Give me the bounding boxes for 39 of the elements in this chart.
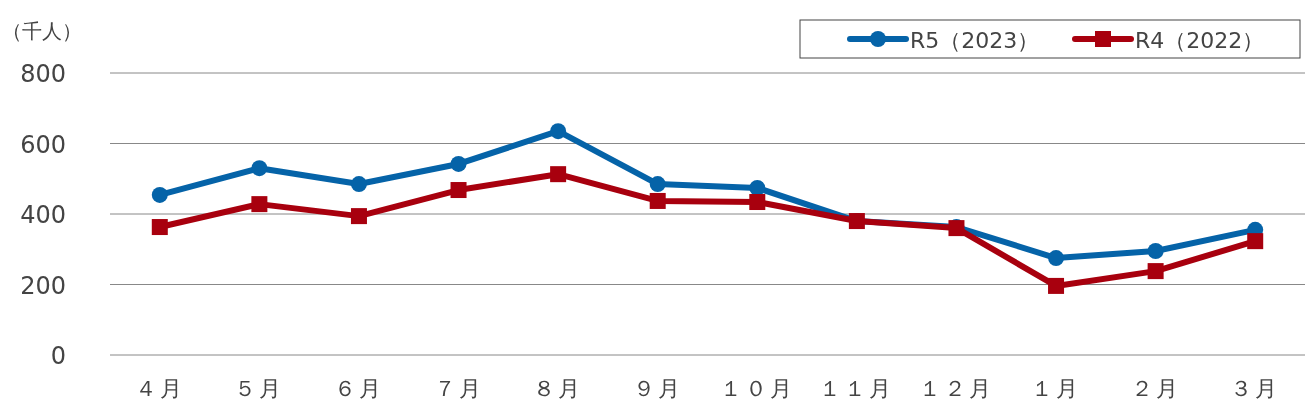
point <box>550 123 567 140</box>
x-tick-label: １０月 <box>719 376 795 401</box>
x-tick-label: ６月 <box>333 376 384 401</box>
x-tick-label: ３月 <box>1230 376 1281 401</box>
point <box>649 176 666 193</box>
x-tick-label: １１月 <box>819 376 895 401</box>
x-tick-label: ８月 <box>533 376 584 401</box>
point <box>749 194 766 211</box>
point <box>251 160 268 177</box>
x-tick-label: ９月 <box>632 376 683 401</box>
point <box>450 182 467 199</box>
point <box>1048 277 1065 294</box>
legend-label: R5（2023） <box>910 28 1040 53</box>
y-tick-label: 200 <box>20 271 66 300</box>
x-tick-label: ５月 <box>234 376 285 401</box>
y-axis-title: （千人） <box>2 19 82 43</box>
point <box>550 166 567 183</box>
point <box>251 196 268 213</box>
legend-label: R4（2022） <box>1135 28 1265 53</box>
point <box>151 219 168 236</box>
point <box>1247 233 1264 250</box>
y-tick-label: 800 <box>20 60 66 88</box>
x-tick-label: １月 <box>1031 376 1082 401</box>
x-tick-label: １２月 <box>918 376 994 401</box>
y-tick-label: 400 <box>20 201 66 229</box>
x-tick-label: ２月 <box>1130 376 1181 401</box>
y-tick-label: 600 <box>20 130 66 159</box>
point <box>1147 263 1164 280</box>
point <box>151 186 168 203</box>
point <box>350 208 367 225</box>
x-tick-label: ４月 <box>134 376 185 401</box>
x-tick-label: ７月 <box>433 376 484 401</box>
point <box>450 155 467 172</box>
point <box>1147 243 1164 260</box>
point <box>1048 250 1065 267</box>
point <box>649 192 666 209</box>
point <box>350 176 367 193</box>
point <box>749 179 766 196</box>
y-tick-label: 0 <box>50 342 66 370</box>
